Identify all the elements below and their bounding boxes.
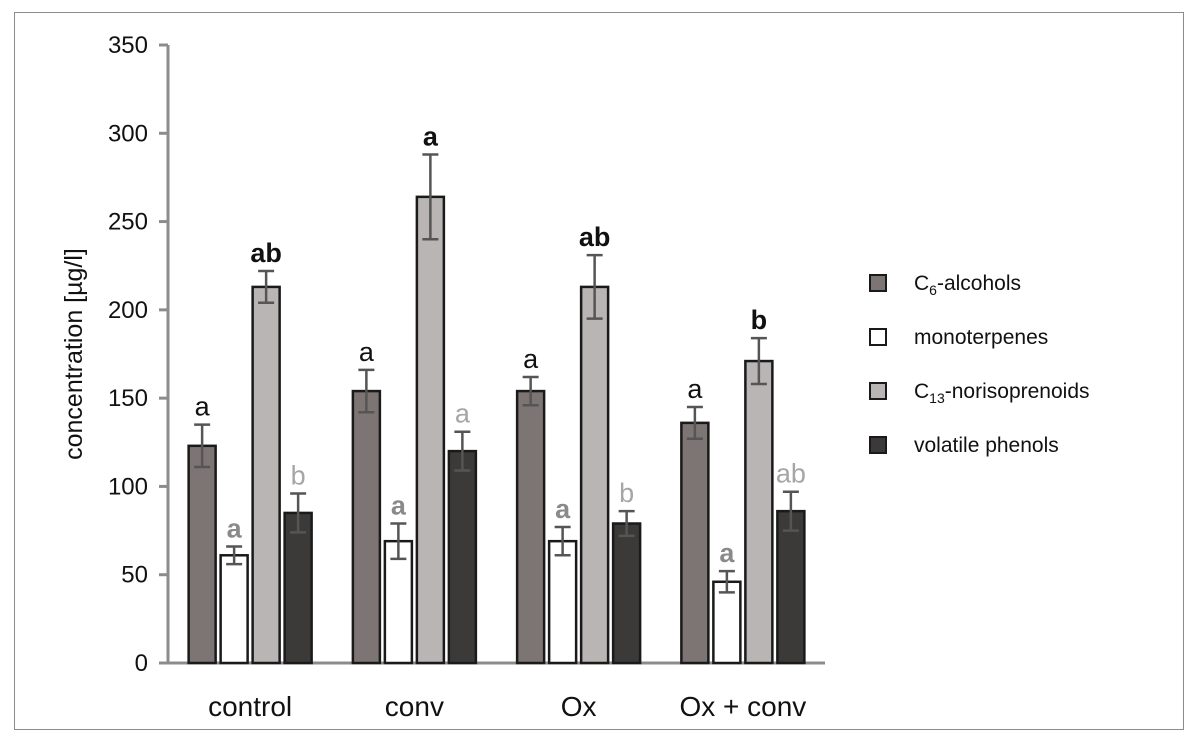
- y-tick-label: 150: [108, 385, 148, 412]
- y-tick-label: 50: [121, 562, 148, 589]
- significance-letter: a: [391, 491, 407, 521]
- bar: [383, 539, 414, 665]
- y-axis-label: concentration [µg/l]: [60, 248, 88, 460]
- bar: [744, 359, 774, 665]
- legend-swatch: [869, 436, 887, 454]
- legend-label: monoterpenes: [914, 326, 1048, 349]
- y-tick-label: 200: [108, 297, 148, 324]
- bar: [776, 509, 806, 665]
- significance-letter: a: [455, 399, 471, 429]
- significance-letter: a: [227, 513, 243, 543]
- legend-swatch: [869, 328, 887, 346]
- legend-swatch: [869, 382, 887, 400]
- bar: [515, 389, 546, 665]
- significance-letter: b: [619, 478, 634, 508]
- legend-label: C6-alcohols: [914, 272, 1021, 298]
- significance-letter: ab: [579, 222, 611, 252]
- bar: [283, 511, 313, 665]
- significance-letter: a: [423, 121, 439, 151]
- category-label: Ox: [561, 691, 597, 722]
- y-tick-label: 250: [108, 209, 148, 236]
- y-tick-label: 100: [108, 473, 148, 500]
- bar: [415, 195, 446, 665]
- bar: [579, 285, 610, 665]
- bar: [447, 449, 478, 665]
- significance-letter: a: [555, 494, 571, 524]
- significance-letter: b: [291, 460, 306, 490]
- bar: [187, 444, 217, 665]
- legend-label: C13-norisoprenoids: [914, 380, 1090, 406]
- significance-letter: b: [751, 305, 768, 335]
- significance-letter: ab: [776, 459, 806, 489]
- legend-swatch: [869, 274, 887, 292]
- legend-label: volatile phenols: [914, 434, 1059, 457]
- bar: [611, 522, 642, 665]
- bar: [219, 554, 249, 665]
- bar: [251, 285, 281, 665]
- bar: [547, 539, 578, 665]
- significance-letter: a: [359, 337, 375, 367]
- significance-letter: a: [687, 374, 703, 404]
- category-label: conv: [385, 691, 444, 722]
- category-label: Ox + conv: [679, 691, 806, 722]
- y-tick-label: 350: [108, 32, 148, 59]
- bar: [680, 421, 710, 665]
- y-tick-label: 300: [108, 120, 148, 147]
- significance-letter: a: [195, 392, 211, 422]
- y-tick-label: 0: [135, 650, 148, 677]
- significance-letter: ab: [250, 238, 282, 268]
- significance-letter: a: [523, 344, 539, 374]
- category-label: control: [208, 691, 292, 722]
- significance-letter: a: [719, 538, 735, 568]
- bar: [351, 389, 382, 665]
- bar: [712, 580, 742, 665]
